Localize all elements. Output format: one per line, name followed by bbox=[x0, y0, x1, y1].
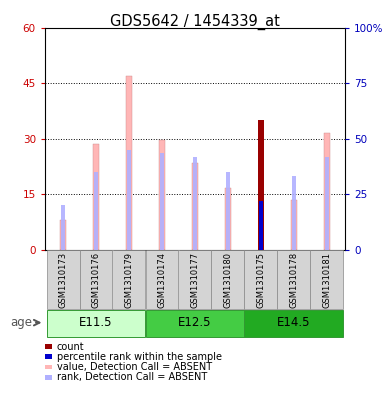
Bar bbox=[61, 205, 65, 250]
Bar bbox=[291, 200, 297, 250]
Bar bbox=[245, 310, 344, 336]
Bar bbox=[94, 172, 98, 250]
Bar bbox=[159, 140, 165, 250]
Bar bbox=[112, 250, 145, 309]
Bar bbox=[310, 250, 344, 309]
Text: count: count bbox=[57, 342, 84, 352]
Bar bbox=[128, 150, 131, 250]
Bar bbox=[60, 220, 66, 250]
Text: GSM1310180: GSM1310180 bbox=[223, 252, 232, 308]
Bar bbox=[160, 153, 164, 250]
Bar bbox=[226, 172, 230, 250]
Text: GSM1310175: GSM1310175 bbox=[257, 252, 266, 308]
Bar bbox=[245, 250, 278, 309]
Text: GSM1310181: GSM1310181 bbox=[323, 252, 332, 308]
Text: GSM1310178: GSM1310178 bbox=[289, 252, 298, 308]
Bar bbox=[259, 201, 262, 250]
Text: rank, Detection Call = ABSENT: rank, Detection Call = ABSENT bbox=[57, 372, 207, 382]
Bar bbox=[324, 133, 330, 250]
Text: E11.5: E11.5 bbox=[79, 316, 113, 329]
Bar bbox=[325, 157, 329, 250]
Bar bbox=[292, 176, 296, 250]
Bar bbox=[93, 144, 99, 250]
Text: GSM1310176: GSM1310176 bbox=[92, 252, 101, 308]
Text: value, Detection Call = ABSENT: value, Detection Call = ABSENT bbox=[57, 362, 212, 372]
Text: GDS5642 / 1454339_at: GDS5642 / 1454339_at bbox=[110, 14, 280, 30]
Bar bbox=[80, 250, 112, 309]
Bar bbox=[225, 189, 231, 250]
Bar bbox=[211, 250, 245, 309]
Bar bbox=[126, 75, 132, 250]
Bar bbox=[46, 310, 145, 336]
Bar bbox=[193, 157, 197, 250]
Bar bbox=[179, 250, 211, 309]
Text: E12.5: E12.5 bbox=[178, 316, 212, 329]
Bar bbox=[145, 310, 245, 336]
Text: GSM1310173: GSM1310173 bbox=[58, 252, 67, 308]
Text: GSM1310177: GSM1310177 bbox=[190, 252, 200, 308]
Text: GSM1310179: GSM1310179 bbox=[124, 252, 133, 308]
Text: age: age bbox=[10, 316, 32, 329]
Bar bbox=[258, 120, 264, 250]
Bar bbox=[46, 250, 80, 309]
Bar bbox=[278, 250, 310, 309]
Text: GSM1310174: GSM1310174 bbox=[158, 252, 167, 308]
Bar bbox=[145, 250, 179, 309]
Text: percentile rank within the sample: percentile rank within the sample bbox=[57, 352, 222, 362]
Bar bbox=[192, 163, 198, 250]
Text: E14.5: E14.5 bbox=[277, 316, 311, 329]
